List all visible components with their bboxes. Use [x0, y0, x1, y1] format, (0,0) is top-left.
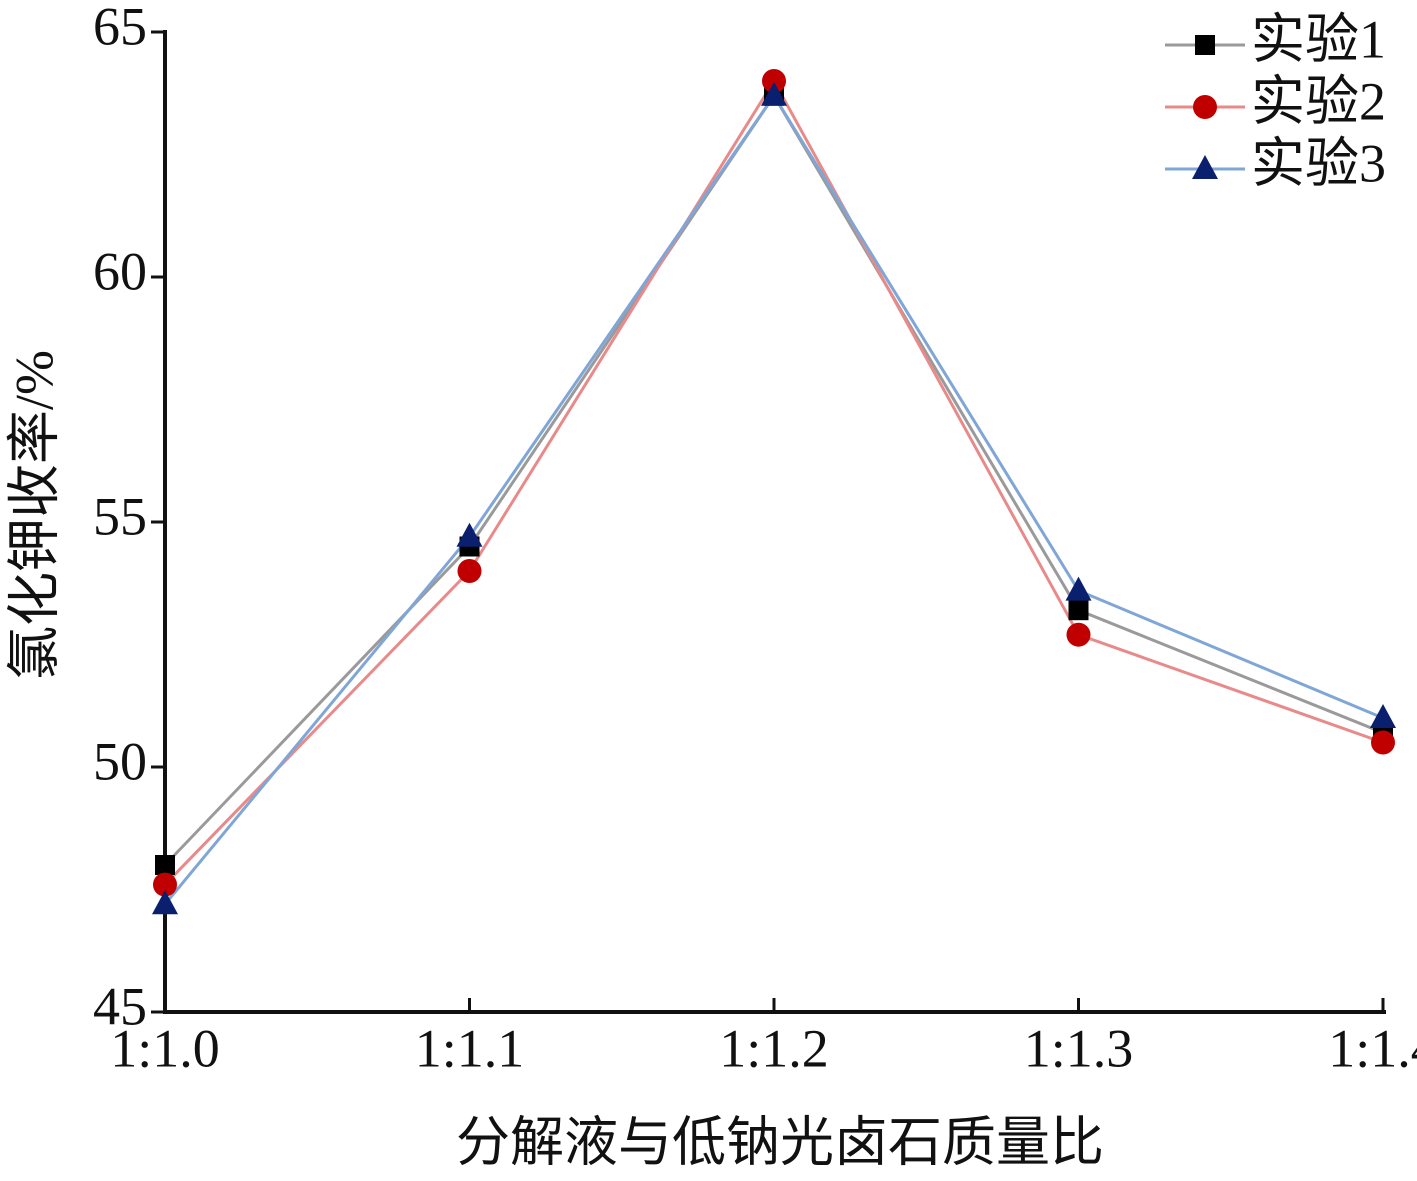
x-tick-label: 1:1.1	[415, 1018, 525, 1078]
x-tick-label: 1:1.2	[719, 1018, 829, 1078]
legend-label: 实验2	[1251, 71, 1386, 131]
marker	[456, 522, 483, 547]
marker	[1370, 704, 1396, 728]
y-tick-label: 60	[93, 241, 147, 301]
marker	[762, 69, 786, 93]
y-axis-label: 氯化钾收率/%	[4, 350, 64, 680]
marker	[1192, 155, 1218, 179]
y-tick-label: 55	[93, 486, 147, 546]
marker	[1371, 730, 1395, 755]
marker	[761, 81, 787, 106]
marker	[1195, 35, 1215, 55]
marker	[155, 855, 175, 875]
series-line	[163, 92, 1384, 906]
y-tick-label: 50	[93, 731, 147, 791]
legend-label: 实验3	[1251, 133, 1386, 193]
marker	[1068, 600, 1089, 621]
y-tick-label: 45	[93, 976, 147, 1036]
y-tick-label: 65	[93, 0, 147, 56]
marker	[152, 890, 178, 915]
marker	[153, 872, 177, 897]
marker	[1193, 95, 1217, 119]
x-axis-label: 分解液与低钠光卤石质量比	[456, 1112, 1104, 1172]
x-tick-label: 1:1.0	[110, 1018, 220, 1078]
x-tick-label: 1:1.3	[1024, 1018, 1134, 1078]
marker	[1065, 576, 1092, 601]
marker	[1066, 622, 1091, 647]
marker	[457, 559, 482, 583]
legend-label: 实验1	[1251, 9, 1386, 69]
series-line	[163, 78, 1384, 886]
x-tick-label: 1:1.4	[1328, 1018, 1417, 1078]
series-line	[163, 92, 1384, 867]
